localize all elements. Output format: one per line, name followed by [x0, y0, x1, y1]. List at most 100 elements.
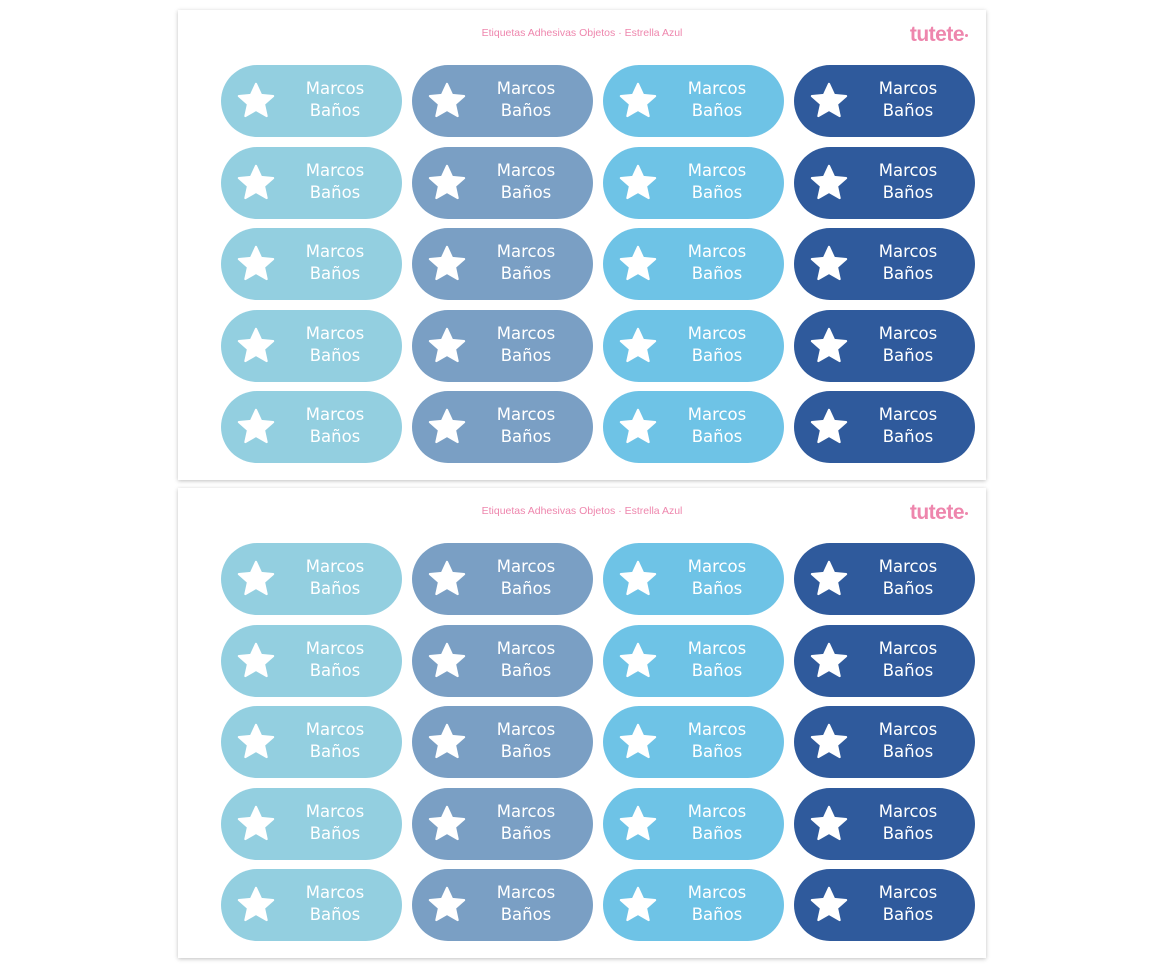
star-icon [808, 243, 850, 285]
star-icon [426, 80, 468, 122]
label-name: Marcos Baños [858, 882, 958, 926]
last-name: Baños [691, 742, 743, 761]
last-name: Baños [309, 579, 361, 598]
star-icon [235, 558, 277, 600]
first-name: Marcos [687, 720, 747, 739]
name-label: Marcos Baños [412, 309, 593, 382]
last-name: Baños [500, 579, 552, 598]
first-name: Marcos [878, 557, 938, 576]
first-name: Marcos [496, 242, 556, 261]
name-label: Marcos Baños [221, 391, 402, 463]
name-label: Marcos Baños [412, 706, 593, 778]
last-name: Baños [691, 823, 743, 843]
last-name: Baños [882, 182, 934, 202]
sheet-title: Etiquetas Adhesivas Objetos · Estrella A… [481, 27, 683, 39]
name-label: Marcos Baños [221, 228, 402, 300]
label-name: Marcos Baños [667, 801, 767, 845]
label-name: Marcos Baños [285, 78, 385, 122]
star-icon [808, 803, 850, 845]
star-icon [617, 884, 659, 926]
last-name: Baños [691, 427, 743, 446]
last-name: Baños [309, 742, 361, 761]
star-icon [235, 640, 277, 682]
last-name: Baños [309, 101, 361, 120]
name-label: Marcos Baños [412, 543, 593, 615]
label-name: Marcos Baños [476, 801, 576, 845]
star-icon [426, 884, 468, 926]
star-icon [808, 721, 850, 763]
label-name: Marcos Baños [285, 556, 385, 600]
last-name: Baños [500, 182, 552, 202]
label-name: Marcos Baños [858, 801, 958, 845]
name-label: Marcos Baños [221, 706, 402, 778]
label-name: Marcos Baños [476, 719, 576, 763]
first-name: Marcos [305, 79, 365, 98]
star-icon [617, 406, 659, 448]
star-icon [808, 325, 850, 367]
sheet-title: Etiquetas Adhesivas Objetos · Estrella A… [481, 505, 683, 517]
first-name: Marcos [878, 720, 938, 739]
first-name: Marcos [687, 638, 747, 658]
label-sheet-1: Etiquetas Adhesivas Objetos · Estrella A… [178, 10, 986, 480]
last-name: Baños [309, 345, 361, 365]
last-name: Baños [691, 101, 743, 120]
name-label: Marcos Baños [412, 787, 593, 860]
first-name: Marcos [305, 405, 365, 424]
name-label: Marcos Baños [221, 869, 402, 941]
last-name: Baños [691, 905, 743, 924]
last-name: Baños [882, 905, 934, 924]
first-name: Marcos [496, 405, 556, 424]
last-name: Baños [882, 264, 934, 283]
label-name: Marcos Baños [858, 638, 958, 682]
label-name: Marcos Baños [858, 160, 958, 204]
name-label: Marcos Baños [603, 869, 784, 941]
name-label: Marcos Baños [412, 146, 593, 219]
first-name: Marcos [687, 557, 747, 576]
star-icon [426, 162, 468, 204]
name-label: Marcos Baños [412, 228, 593, 300]
name-label: Marcos Baños [221, 543, 402, 615]
label-name: Marcos Baños [285, 404, 385, 448]
star-icon [426, 558, 468, 600]
first-name: Marcos [687, 801, 747, 821]
name-label: Marcos Baños [603, 391, 784, 463]
first-name: Marcos [878, 242, 938, 261]
first-name: Marcos [878, 405, 938, 424]
star-icon [426, 243, 468, 285]
first-name: Marcos [878, 323, 938, 343]
star-icon [617, 243, 659, 285]
first-name: Marcos [496, 323, 556, 343]
star-icon [235, 406, 277, 448]
star-icon [426, 640, 468, 682]
label-name: Marcos Baños [285, 801, 385, 845]
star-icon [235, 162, 277, 204]
first-name: Marcos [496, 638, 556, 658]
name-label: Marcos Baños [794, 624, 975, 697]
star-icon [808, 640, 850, 682]
label-name: Marcos Baños [858, 78, 958, 122]
last-name: Baños [882, 427, 934, 446]
label-name: Marcos Baños [667, 323, 767, 367]
name-label: Marcos Baños [221, 65, 402, 137]
last-name: Baños [691, 345, 743, 365]
star-icon [235, 243, 277, 285]
last-name: Baños [309, 823, 361, 843]
last-name: Baños [882, 345, 934, 365]
label-name: Marcos Baños [858, 404, 958, 448]
first-name: Marcos [496, 160, 556, 180]
star-icon [617, 80, 659, 122]
star-icon [617, 325, 659, 367]
star-icon [235, 721, 277, 763]
name-label: Marcos Baños [603, 309, 784, 382]
last-name: Baños [500, 823, 552, 843]
last-name: Baños [691, 264, 743, 283]
name-label: Marcos Baños [794, 228, 975, 300]
last-name: Baños [309, 264, 361, 283]
name-label: Marcos Baños [412, 624, 593, 697]
label-name: Marcos Baños [285, 241, 385, 285]
label-name: Marcos Baños [667, 404, 767, 448]
star-icon [617, 803, 659, 845]
first-name: Marcos [305, 638, 365, 658]
last-name: Baños [500, 427, 552, 446]
name-label: Marcos Baños [794, 65, 975, 137]
